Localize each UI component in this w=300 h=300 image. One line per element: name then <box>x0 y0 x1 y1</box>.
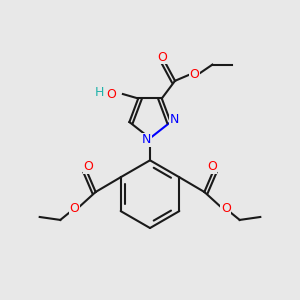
Text: O: O <box>83 160 93 173</box>
Text: O: O <box>207 160 217 173</box>
Text: N: N <box>142 133 151 146</box>
Text: O: O <box>189 68 199 81</box>
Text: O: O <box>106 88 116 100</box>
Text: N: N <box>169 112 179 126</box>
Text: H: H <box>95 86 104 99</box>
Text: O: O <box>69 202 79 215</box>
Text: O: O <box>221 202 231 215</box>
Text: O: O <box>158 51 167 64</box>
